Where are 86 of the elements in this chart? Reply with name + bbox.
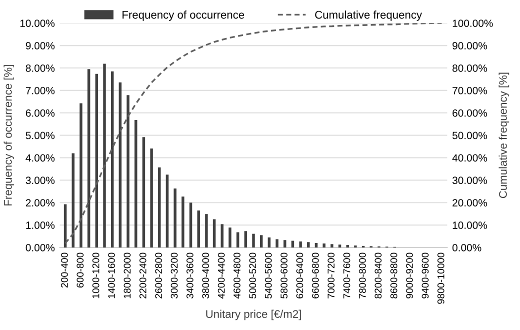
x-tick-label: 1800-2000 bbox=[124, 252, 131, 298]
x-tick-label: 3800-4000 bbox=[202, 252, 210, 298]
bar bbox=[283, 240, 286, 248]
bar bbox=[189, 202, 192, 248]
bar bbox=[244, 231, 248, 248]
bar bbox=[236, 232, 240, 248]
bar bbox=[126, 95, 130, 248]
y2-axis-title: Cumulative frequency [%] bbox=[498, 72, 510, 198]
bar bbox=[307, 242, 310, 248]
x-tick-label: 6600-6800 bbox=[312, 252, 319, 298]
bar bbox=[330, 244, 334, 248]
bar bbox=[110, 71, 114, 248]
y-tick-label: 4.00% bbox=[26, 154, 55, 162]
bar bbox=[118, 82, 122, 248]
bar bbox=[212, 219, 216, 248]
y-tick-label: 5.00% bbox=[26, 132, 55, 140]
bar bbox=[252, 234, 255, 248]
x-tick-label: 8200-8400 bbox=[374, 252, 382, 298]
y-tick-label: 7.00% bbox=[26, 86, 55, 94]
y-tick-label: 10.00% bbox=[20, 20, 55, 27]
x-tick-label: 6200-6400 bbox=[296, 252, 304, 298]
y2-tick-label: 90.00% bbox=[452, 42, 488, 50]
bar bbox=[197, 210, 200, 248]
x-tick-label: 2600-2800 bbox=[155, 252, 162, 298]
y2-tick-label: 0.00% bbox=[452, 244, 482, 252]
x-tick-label: 5000-5200 bbox=[249, 252, 256, 298]
bar bbox=[103, 64, 106, 248]
x-tick-label: 2200-2400 bbox=[139, 252, 146, 298]
x-tick-label: 600-800 bbox=[76, 252, 84, 288]
bar bbox=[260, 235, 263, 248]
bar bbox=[95, 74, 98, 248]
x-axis-title: Unitary price [€/m2] bbox=[206, 310, 301, 320]
x-tick-label: 4200-4400 bbox=[218, 252, 225, 299]
x-tick-label: 7400-7600 bbox=[343, 252, 350, 298]
x-tick-label: 1000-1200 bbox=[92, 252, 100, 298]
y-tick-label: 3.00% bbox=[26, 176, 55, 184]
y-tick-label: 2.00% bbox=[26, 199, 55, 206]
bar bbox=[220, 224, 224, 248]
bar bbox=[150, 148, 153, 248]
x-tick-label: 200-400 bbox=[61, 252, 68, 288]
x-tick-label: 3400-3600 bbox=[186, 252, 194, 298]
y2-tick-label: 30.00% bbox=[452, 176, 488, 184]
y-tick-label: 9.00% bbox=[26, 42, 55, 50]
x-tick-label: 9800-10000 bbox=[437, 252, 444, 304]
x-tick-label: 9000-9200 bbox=[406, 252, 413, 298]
x-tick-label: 9400-9600 bbox=[422, 252, 429, 298]
y-axis-title: Frequency of occurrence [%] bbox=[4, 65, 14, 206]
x-tick-label: 8600-8800 bbox=[390, 252, 398, 298]
y2-tick-label: 50.00% bbox=[452, 132, 488, 140]
y2-tick-label: 80.00% bbox=[452, 64, 488, 72]
bar bbox=[205, 214, 208, 248]
y2-tick-label: 10.00% bbox=[452, 222, 488, 229]
bar bbox=[276, 239, 278, 248]
bar bbox=[80, 103, 82, 248]
bar bbox=[338, 244, 342, 248]
y2-tick-label: 100.00% bbox=[452, 20, 493, 27]
y-tick-label: 6.00% bbox=[26, 109, 55, 117]
bar bbox=[299, 241, 302, 248]
y2-tick-label: 70.00% bbox=[452, 86, 488, 94]
legend-label: Frequency of occurrence bbox=[122, 10, 244, 21]
bar bbox=[228, 228, 232, 248]
line-series bbox=[64, 23, 443, 244]
x-tick-label: 5400-5600 bbox=[264, 252, 272, 298]
bar bbox=[174, 188, 176, 248]
y-tick-label: 8.00% bbox=[26, 64, 55, 72]
bar bbox=[182, 196, 184, 248]
bar bbox=[142, 137, 146, 248]
x-tick-label: 5800-6000 bbox=[280, 252, 288, 298]
y2-tick-label: 20.00% bbox=[452, 199, 488, 206]
y2-tick-label: 40.00% bbox=[452, 154, 488, 162]
x-tick-label: 4600-4800 bbox=[234, 252, 240, 299]
bar bbox=[322, 243, 326, 248]
y-tick-label: 1.00% bbox=[26, 222, 55, 229]
x-tick-label: 1400-1600 bbox=[108, 252, 115, 298]
y2-tick-label: 60.00% bbox=[452, 109, 488, 117]
bar bbox=[314, 243, 318, 248]
bar bbox=[87, 69, 90, 248]
bar bbox=[268, 237, 271, 248]
y-tick-label: 0.00% bbox=[26, 244, 55, 252]
bar bbox=[158, 167, 161, 248]
x-tick-label: 7000-7200 bbox=[328, 252, 335, 298]
x-tick-label: 3000-3200 bbox=[170, 252, 178, 298]
bar bbox=[134, 120, 138, 248]
bar bbox=[166, 174, 169, 248]
legend-label: Cumulative frequency bbox=[315, 10, 422, 21]
x-tick-label: 7800-8000 bbox=[359, 252, 366, 298]
